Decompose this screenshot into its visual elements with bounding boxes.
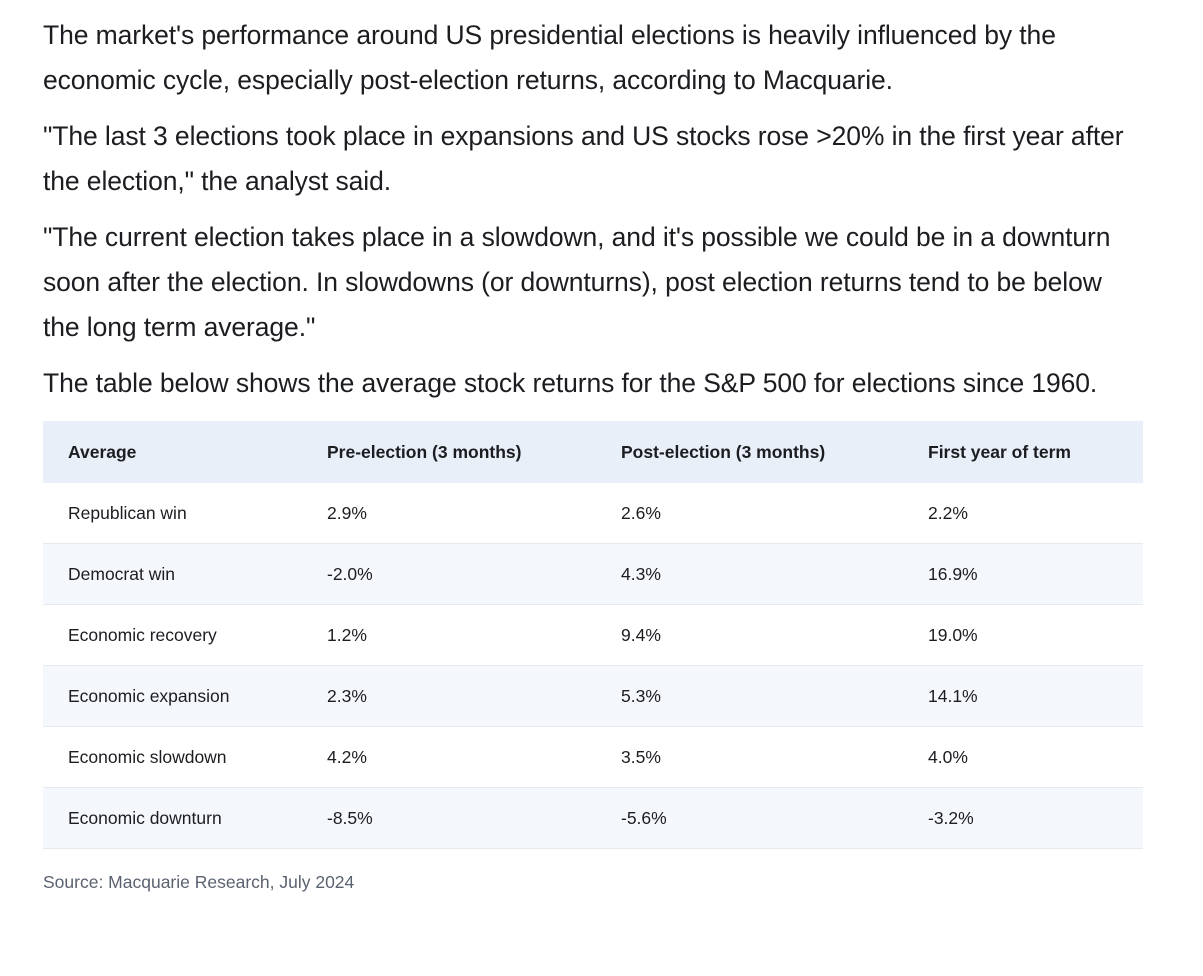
first-year-value: -3.2% <box>903 787 1143 849</box>
table-row: Republican win 2.9% 2.6% 2.2% <box>43 483 1143 544</box>
table-row: Economic expansion 2.3% 5.3% 14.1% <box>43 665 1143 727</box>
post-election-value: 3.5% <box>596 726 903 788</box>
paragraph-intro: The market's performance around US presi… <box>43 20 1056 95</box>
table-row: Economic slowdown 4.2% 3.5% 4.0% <box>43 726 1143 788</box>
pre-election-value: -8.5% <box>302 787 596 849</box>
header-first-year: First year of term <box>928 441 1071 462</box>
row-label: Economic downturn <box>43 787 302 849</box>
header-pre-election: Pre-election (3 months) <box>327 441 522 462</box>
post-election-value: 5.3% <box>596 665 903 727</box>
paragraph-table-intro: The table below shows the average stock … <box>43 368 1098 398</box>
election-returns-table: Average Pre-election (3 months) Post-ele… <box>43 421 1143 849</box>
table-header-row: Average Pre-election (3 months) Post-ele… <box>43 421 1143 483</box>
row-label: Economic expansion <box>43 665 302 727</box>
first-year-value: 16.9% <box>903 543 1143 605</box>
first-year-value: 2.2% <box>903 483 1143 544</box>
table-row: Economic downturn -8.5% -5.6% -3.2% <box>43 787 1143 849</box>
paragraph-quote-expansions: "The last 3 elections took place in expa… <box>43 121 1124 196</box>
header-post-election: Post-election (3 months) <box>621 441 826 462</box>
pre-election-value: 1.2% <box>302 604 596 666</box>
pre-election-value: 2.9% <box>302 483 596 544</box>
source-caption: Source: Macquarie Research, July 2024 <box>43 872 355 892</box>
row-label: Republican win <box>43 483 302 544</box>
first-year-value: 4.0% <box>903 726 1143 788</box>
table-row: Economic recovery 1.2% 9.4% 19.0% <box>43 604 1143 666</box>
post-election-value: 4.3% <box>596 543 903 605</box>
post-election-value: 9.4% <box>596 604 903 666</box>
first-year-value: 19.0% <box>903 604 1143 666</box>
pre-election-value: -2.0% <box>302 543 596 605</box>
paragraph-quote-slowdown: "The current election takes place in a s… <box>43 222 1111 342</box>
row-label: Economic recovery <box>43 604 302 666</box>
table-row: Democrat win -2.0% 4.3% 16.9% <box>43 543 1143 605</box>
post-election-value: 2.6% <box>596 483 903 544</box>
row-label: Economic slowdown <box>43 726 302 788</box>
returns-table-container: Average Pre-election (3 months) Post-ele… <box>43 421 1143 849</box>
article-body: The market's performance around US presi… <box>43 20 1143 892</box>
post-election-value: -5.6% <box>596 787 903 849</box>
first-year-value: 14.1% <box>903 665 1143 727</box>
header-average: Average <box>68 441 137 462</box>
pre-election-value: 4.2% <box>302 726 596 788</box>
row-label: Democrat win <box>43 543 302 605</box>
pre-election-value: 2.3% <box>302 665 596 727</box>
